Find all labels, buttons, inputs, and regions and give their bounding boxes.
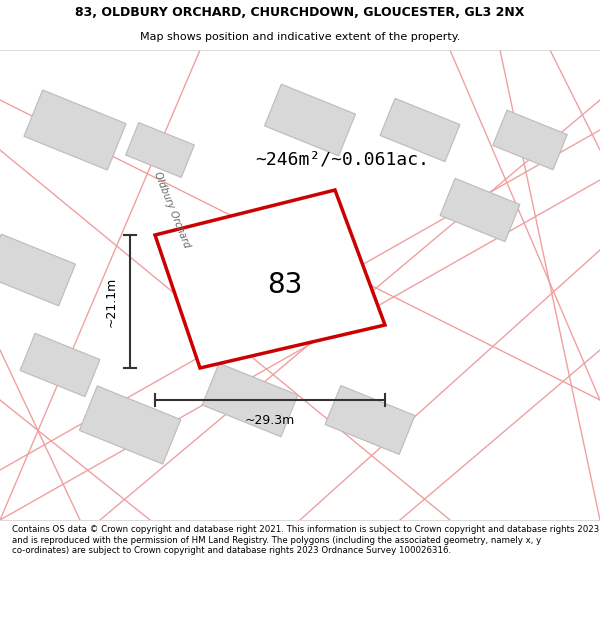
Polygon shape [493,110,567,170]
Polygon shape [0,234,76,306]
Text: 83, OLDBURY ORCHARD, CHURCHDOWN, GLOUCESTER, GL3 2NX: 83, OLDBURY ORCHARD, CHURCHDOWN, GLOUCES… [76,6,524,19]
Polygon shape [202,363,298,437]
Text: ~246m²/~0.061ac.: ~246m²/~0.061ac. [255,151,429,169]
Text: Oldbury Orchard: Oldbury Orchard [152,171,192,249]
Polygon shape [325,386,415,454]
Text: ~21.1m: ~21.1m [105,276,118,327]
Text: Map shows position and indicative extent of the property.: Map shows position and indicative extent… [140,32,460,43]
Polygon shape [247,206,332,274]
Polygon shape [125,122,194,177]
Polygon shape [380,98,460,162]
Text: 83: 83 [268,271,302,299]
Polygon shape [20,333,100,397]
Polygon shape [440,178,520,242]
Text: ~29.3m: ~29.3m [245,414,295,427]
Polygon shape [24,90,126,170]
Polygon shape [265,84,356,156]
Polygon shape [155,190,385,368]
Text: Contains OS data © Crown copyright and database right 2021. This information is : Contains OS data © Crown copyright and d… [12,525,599,555]
Polygon shape [79,386,181,464]
